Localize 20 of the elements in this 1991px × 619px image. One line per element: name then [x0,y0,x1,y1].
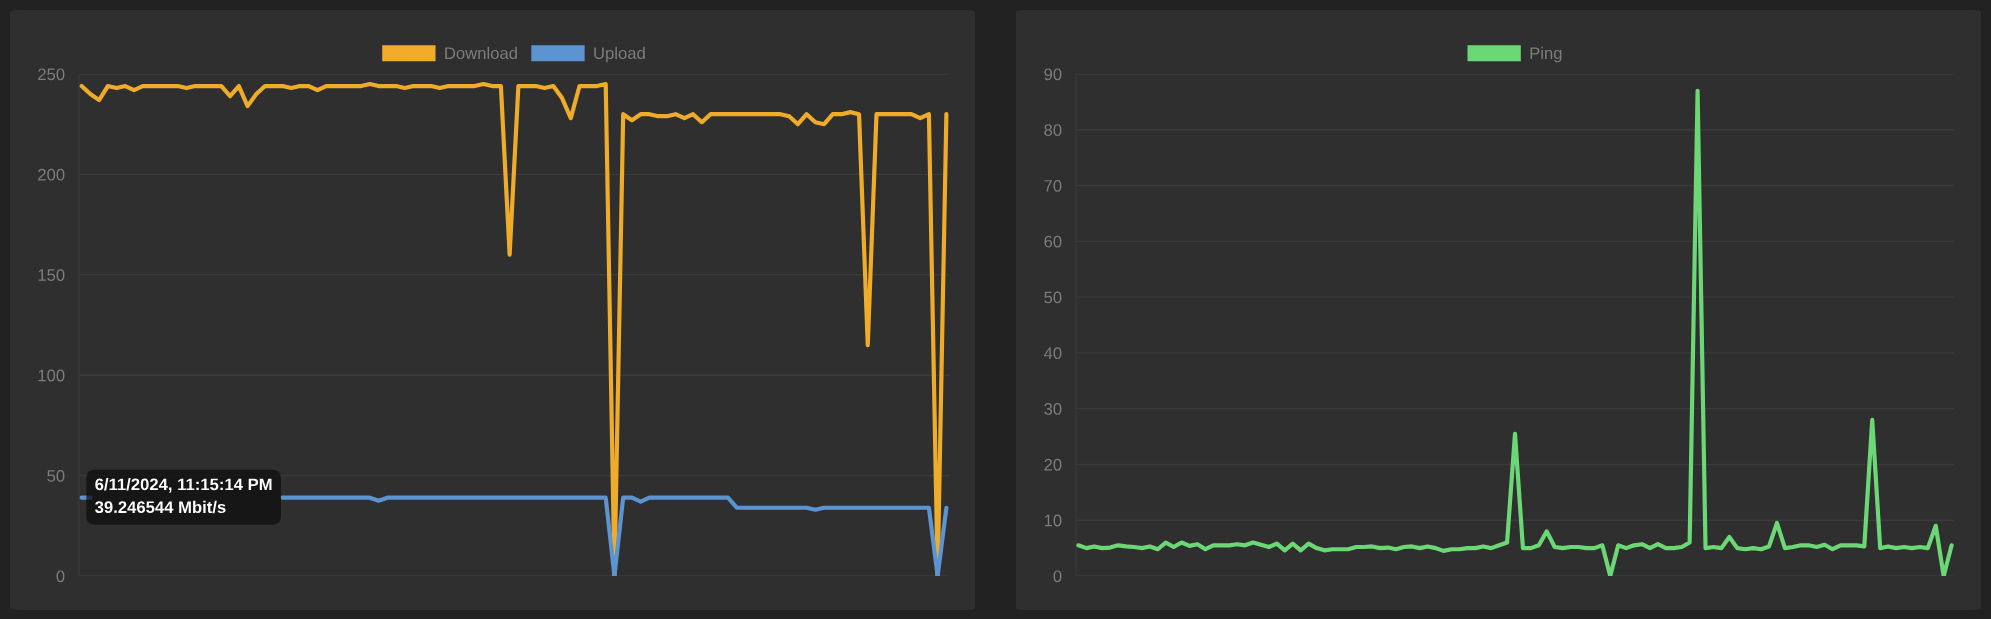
y-tick-label: 250 [38,68,65,81]
annotation: 6/11/2024, 11:15:14 PM 39.246544 Mbit/s [95,478,272,514]
y-tick-label: 50 [47,470,65,482]
y-tick-label: 40 [1043,347,1062,360]
y-tick-label: 70 [1044,179,1062,192]
y-tick-label: 80 [1044,124,1062,136]
y-tick-label: 200 [38,168,65,181]
y-tick-label: 50 [1044,291,1062,304]
legend-label: Upload [594,46,645,63]
y-tick-label: 30 [1044,403,1062,415]
y-tick-label: 90 [1044,68,1062,81]
y-tick-label: 20 [1044,458,1062,471]
legend-label: Download [445,46,517,60]
y-tick-label: 10 [1044,514,1062,527]
y-tick-label: 100 [38,369,65,382]
y-tick-label: 60 [1044,235,1062,248]
y-tick-label: 0 [56,570,65,583]
y-tick-label: 0 [1053,570,1062,583]
legend-label: Ping [1530,46,1562,63]
y-tick-label: 150 [38,269,65,281]
